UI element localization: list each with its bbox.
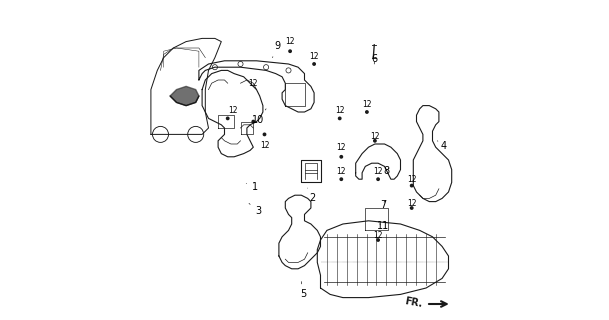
Text: 12: 12: [335, 106, 345, 115]
Text: 12: 12: [228, 106, 238, 115]
Text: 12: 12: [407, 175, 417, 184]
Circle shape: [339, 155, 343, 159]
Text: 8: 8: [383, 166, 389, 176]
Text: 12: 12: [309, 52, 319, 60]
Text: 12: 12: [337, 143, 346, 152]
Text: FR.: FR.: [403, 296, 423, 309]
Text: 4: 4: [437, 140, 447, 151]
Text: 5: 5: [300, 282, 306, 300]
Circle shape: [365, 110, 369, 114]
Text: 12: 12: [407, 199, 417, 208]
Text: 12: 12: [373, 167, 383, 176]
Text: 6: 6: [372, 54, 378, 64]
Text: 12: 12: [362, 100, 371, 108]
Text: 2: 2: [308, 188, 315, 204]
Circle shape: [226, 116, 230, 120]
Circle shape: [373, 139, 377, 143]
Text: 12: 12: [373, 231, 383, 240]
Circle shape: [339, 177, 343, 181]
Circle shape: [376, 177, 380, 181]
Text: 1: 1: [246, 182, 258, 192]
Text: 12: 12: [248, 79, 258, 88]
Text: 7: 7: [380, 200, 386, 210]
Text: 12: 12: [260, 141, 269, 150]
Circle shape: [252, 120, 255, 124]
Text: 9: 9: [272, 41, 280, 58]
Circle shape: [288, 49, 292, 53]
Circle shape: [376, 238, 380, 242]
Text: 12: 12: [370, 132, 379, 140]
Text: 3: 3: [249, 204, 261, 216]
Circle shape: [338, 116, 342, 120]
Circle shape: [262, 132, 266, 136]
Circle shape: [410, 206, 414, 210]
Circle shape: [410, 184, 414, 188]
Text: 11: 11: [377, 220, 389, 231]
Polygon shape: [170, 86, 199, 106]
Circle shape: [312, 62, 316, 66]
Text: 10: 10: [252, 109, 266, 125]
Text: 12: 12: [286, 37, 295, 46]
Text: 12: 12: [337, 167, 346, 176]
